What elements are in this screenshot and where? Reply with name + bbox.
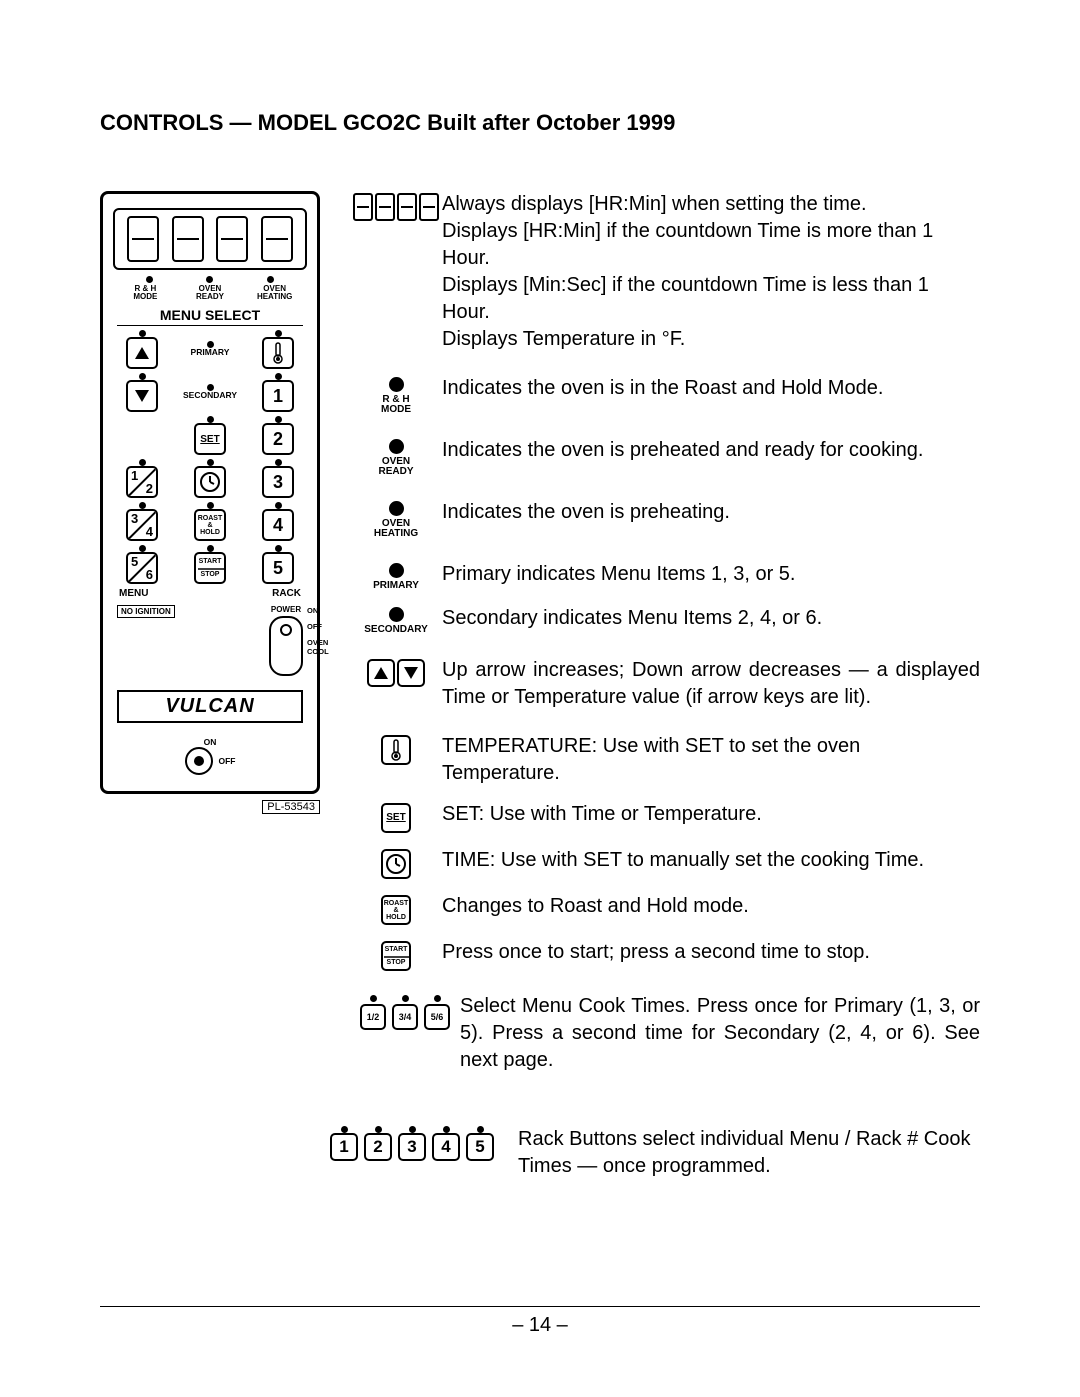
menu-select-desc: Select Menu Cook Times. Press once for P… [460, 993, 980, 1074]
oven-heating-led [267, 276, 274, 283]
led [139, 330, 146, 337]
rh-mode-label: R & H MODE [122, 285, 168, 301]
rh-mode-led [146, 276, 153, 283]
menu-select-heading: MENU SELECT [117, 307, 303, 326]
page-title: CONTROLS — MODEL GCO2C Built after Octob… [100, 110, 980, 136]
set-icon: SET [381, 803, 411, 833]
display-icon [350, 191, 442, 221]
control-panel: R & H MODE OVEN READY OVEN HEATING MENU … [100, 191, 320, 814]
rack-1-button[interactable]: 1 [262, 380, 294, 412]
power-label: POWER [269, 605, 303, 614]
roast-hold-button[interactable]: ROAST & HOLD [194, 509, 226, 541]
thermometer-icon [381, 735, 411, 765]
brand-logo: VULCAN [117, 690, 303, 723]
seven-segment-display [113, 208, 307, 270]
gas-knob[interactable] [185, 747, 213, 775]
legend: Always displays [HR:Min] when setting th… [350, 191, 980, 1096]
led [275, 416, 282, 423]
oven-heating-desc: Indicates the oven is preheating. [442, 499, 980, 526]
oven-heating-label: OVEN HEATING [252, 285, 298, 301]
time-desc: TIME: Use with SET to manually set the c… [442, 847, 980, 874]
led [275, 373, 282, 380]
primary-dot-icon [389, 563, 404, 578]
menu-label: MENU [119, 588, 148, 599]
led [275, 545, 282, 552]
set-desc: SET: Use with Time or Temperature. [442, 801, 980, 828]
power-switch[interactable]: ON OFF OVEN COOL [269, 616, 303, 676]
led [139, 502, 146, 509]
display-desc: Always displays [HR:Min] when setting th… [442, 191, 980, 353]
led [275, 502, 282, 509]
primary-desc: Primary indicates Menu Items 1, 3, or 5. [442, 561, 980, 588]
led [139, 373, 146, 380]
secondary-label: SECONDARY [183, 391, 237, 400]
menu-5-6-button[interactable]: 56 [126, 552, 158, 584]
rack-2-button[interactable]: 2 [262, 423, 294, 455]
led [207, 416, 214, 423]
rack-buttons-icons: 1 2 3 4 5 [330, 1126, 494, 1161]
led [139, 545, 146, 552]
knob-on-label: ON [113, 737, 307, 747]
rack-4-button[interactable]: 4 [262, 509, 294, 541]
roast-hold-icon: ROAST & HOLD [381, 895, 411, 925]
clock-icon [381, 849, 411, 879]
up-arrow-icon [367, 659, 395, 687]
led [275, 330, 282, 337]
arrows-desc: Up arrow increases; Down arrow decreases… [442, 657, 980, 711]
menu-select-icons: 1/2 3/4 5/6 [360, 995, 450, 1030]
figure-id: PL-53543 [262, 800, 320, 814]
rack-desc: Rack Buttons select individual Menu / Ra… [518, 1126, 980, 1180]
temperature-button[interactable] [262, 337, 294, 369]
oven-ready-dot-icon [389, 439, 404, 454]
oven-ready-led [206, 276, 213, 283]
rack-3-button[interactable]: 3 [262, 466, 294, 498]
set-button[interactable]: SET [194, 423, 226, 455]
temperature-desc: TEMPERATURE: Use with SET to set the ove… [442, 733, 980, 787]
primary-label: PRIMARY [191, 348, 230, 357]
rh-mode-dot-icon [389, 377, 404, 392]
led [139, 459, 146, 466]
knob-off-label: OFF [219, 756, 236, 766]
oven-heating-dot-icon [389, 501, 404, 516]
secondary-desc: Secondary indicates Menu Items 2, 4, or … [442, 605, 980, 632]
oven-ready-label: OVEN READY [187, 285, 233, 301]
time-button[interactable] [194, 466, 226, 498]
menu-3-4-button[interactable]: 34 [126, 509, 158, 541]
start-stop-desc: Press once to start; press a second time… [442, 939, 980, 966]
rack-5-button[interactable]: 5 [262, 552, 294, 584]
led [207, 545, 214, 552]
down-arrow-icon [397, 659, 425, 687]
rh-mode-desc: Indicates the oven is in the Roast and H… [442, 375, 980, 402]
down-arrow-button[interactable] [126, 380, 158, 412]
led [207, 459, 214, 466]
start-stop-icon: START STOP [381, 941, 411, 971]
rack-label: RACK [272, 588, 301, 599]
led [275, 459, 282, 466]
up-arrow-button[interactable] [126, 337, 158, 369]
menu-1-2-button[interactable]: 12 [126, 466, 158, 498]
start-stop-button[interactable]: START STOP [194, 552, 226, 584]
footer-rule [100, 1306, 980, 1307]
roast-hold-desc: Changes to Roast and Hold mode. [442, 893, 980, 920]
page-number: – 14 – [0, 1314, 1080, 1337]
secondary-dot-icon [389, 607, 404, 622]
led [207, 502, 214, 509]
no-ignition-indicator: NO IGNITION [117, 605, 175, 618]
oven-ready-desc: Indicates the oven is preheated and read… [442, 437, 980, 464]
